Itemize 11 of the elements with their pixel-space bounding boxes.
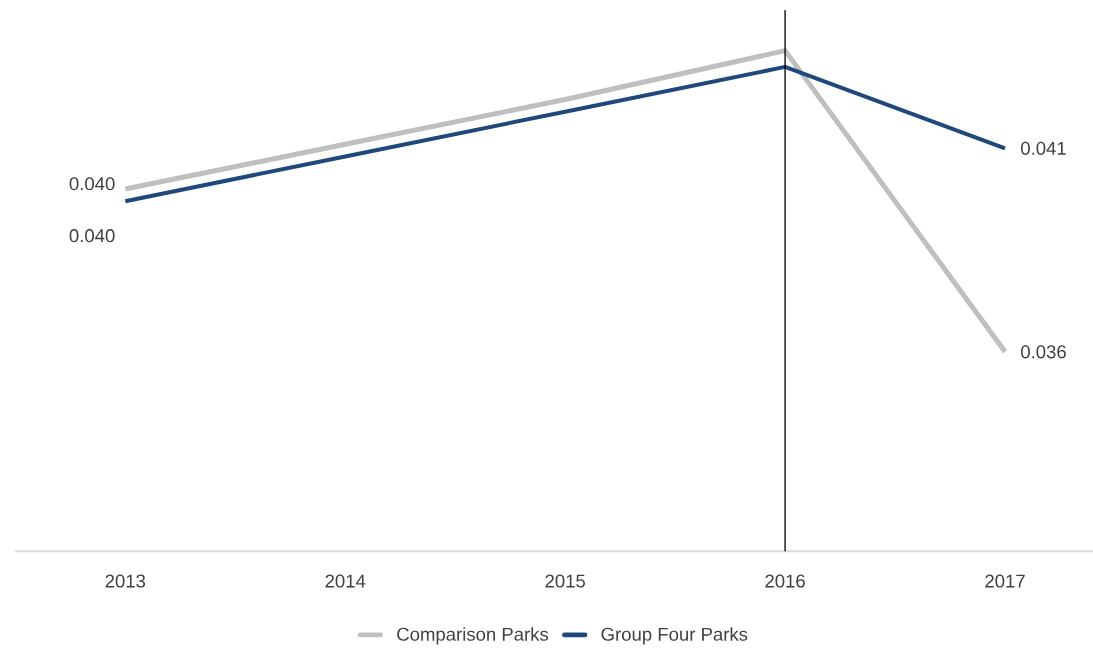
x-tick-label: 2013 <box>105 574 146 588</box>
data-label: 0.040 <box>69 229 115 243</box>
legend-label: Group Four Parks <box>601 627 748 645</box>
x-tick-label: 2014 <box>325 574 366 588</box>
data-label: 0.036 <box>1021 345 1066 359</box>
x-tick-label: 2017 <box>985 574 1025 588</box>
legend-label: Comparison Parks <box>397 627 549 645</box>
data-label: 0.041 <box>1021 141 1066 156</box>
x-tick-label: 2016 <box>765 574 805 588</box>
data-label: 0.040 <box>69 177 115 191</box>
x-tick-label: 2015 <box>545 574 585 588</box>
